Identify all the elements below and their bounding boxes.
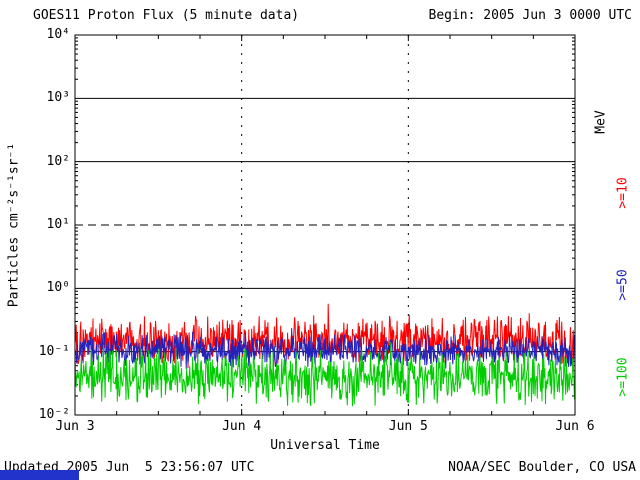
x-tick-label-jun-5: Jun 5 [388, 419, 428, 434]
y-tick-label-1e-1: 10⁻¹ [38, 343, 70, 359]
y-tick-label-1e4: 10⁴ [46, 27, 70, 42]
x-axis-label: Universal Time [270, 438, 380, 453]
begin-timestamp: Begin: 2005 Jun 3 0000 UTC [428, 8, 633, 23]
flux-trace-ge100mev [74, 342, 576, 407]
source-credit: NOAA/SEC Boulder, CO USA [448, 460, 636, 475]
y-tick-label-1e3: 10³ [46, 90, 70, 106]
unit-label: MeV [593, 110, 609, 134]
x-tick-label-jun-4: Jun 4 [222, 419, 262, 434]
series-label-ge100: >=100 [615, 357, 631, 397]
flux-trace-ge50mev [74, 328, 576, 369]
series-label-ge10: >=10 [615, 177, 631, 209]
x-tick-label-jun-3: Jun 3 [55, 419, 95, 434]
flux-trace-ge10mev [74, 303, 576, 369]
y-tick-label-1e1: 10¹ [46, 217, 70, 232]
bottom-left-blue-bar [0, 470, 79, 480]
chart-title: GOES11 Proton Flux (5 minute data) [33, 8, 300, 23]
y-tick-label-1e2: 10² [46, 153, 70, 169]
x-tick-label-jun-6: Jun 6 [555, 419, 595, 434]
series-label-ge50: >=50 [615, 269, 631, 301]
y-tick-label-1e0: 10⁰ [46, 280, 70, 296]
y-tick-label-1e-2: 10⁻² [38, 407, 70, 422]
